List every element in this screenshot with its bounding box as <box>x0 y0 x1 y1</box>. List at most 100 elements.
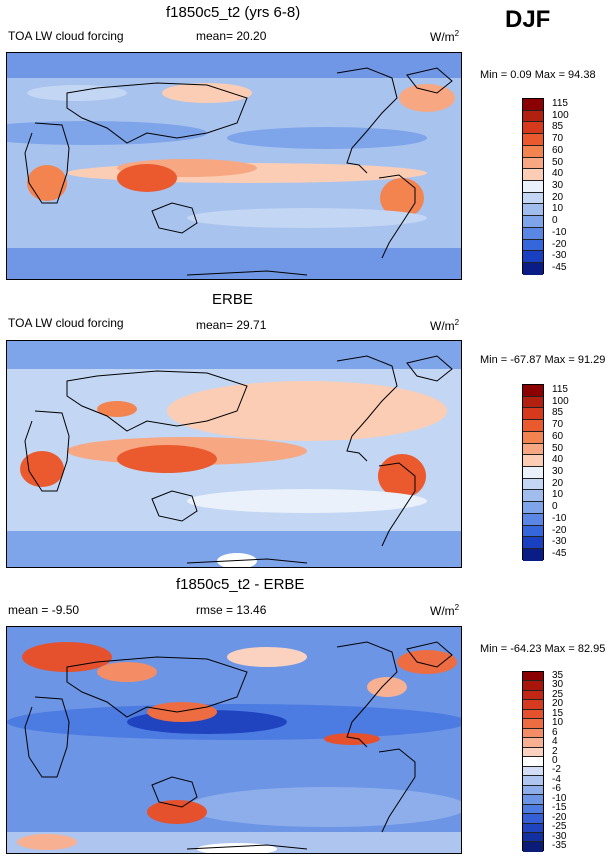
colorbar-tick-label: 0 <box>552 501 558 513</box>
colorbar-segment <box>523 681 543 691</box>
colorbar-segment <box>523 134 543 146</box>
colorbar-segment <box>523 823 543 833</box>
colorbar-segment <box>523 776 543 786</box>
colorbar-tick-label: 100 <box>552 109 569 121</box>
colorbar-tick-label: 25 <box>552 688 564 700</box>
colorbar-tick-label: 60 <box>552 430 564 442</box>
panel-2-minmax: Min = -67.87 Max = 91.29 <box>480 354 606 366</box>
panel-3-left-label: mean = -9.50 <box>8 603 80 617</box>
colorbar-segment <box>523 700 543 710</box>
colorbar-segment <box>523 181 543 193</box>
season-label: DJF <box>505 6 551 33</box>
colorbar-segment <box>523 263 543 275</box>
panel-2-units: W/m2 <box>430 318 460 333</box>
colorbar-tick-label: 85 <box>552 121 564 133</box>
colorbar-tick-label: 10 <box>552 489 564 501</box>
colorbar-tick-label: -45 <box>552 262 567 274</box>
panel-3-map <box>6 626 462 854</box>
colorbar-tick-label: 50 <box>552 156 564 168</box>
colorbar-segment <box>523 709 543 720</box>
colorbar-segment <box>523 239 543 252</box>
colorbar-tick-label: -30 <box>552 830 567 842</box>
colorbar-tick-label: 100 <box>552 395 569 407</box>
colorbar-segment <box>523 408 543 421</box>
colorbar-tick-label: 70 <box>552 133 564 145</box>
colorbar-segment <box>523 99 543 111</box>
panel-3-minmax: Min = -64.23 Max = 82.95 <box>480 643 606 655</box>
colorbar-segment <box>523 513 543 526</box>
colorbar-tick-label: -10 <box>552 792 567 804</box>
colorbar-tick-label: -2 <box>552 764 561 776</box>
panel-2-center-label: mean= 29.71 <box>196 318 267 332</box>
colorbar-tick-label: 0 <box>552 215 558 227</box>
colorbar-segment <box>523 502 543 514</box>
colorbar-tick-label: 20 <box>552 477 564 489</box>
colorbar-segment <box>523 747 543 758</box>
colorbar-tick-label: 70 <box>552 419 564 431</box>
colorbar-segment <box>523 537 543 550</box>
colorbar-segment <box>523 169 543 182</box>
panel-1-colorbar <box>522 98 544 275</box>
colorbar-tick-label: 6 <box>552 726 558 738</box>
colorbar-segment <box>523 690 543 701</box>
colorbar-segment <box>523 728 543 739</box>
panel-1-left-label: TOA LW cloud forcing <box>8 29 124 43</box>
colorbar-tick-label: -20 <box>552 238 567 250</box>
colorbar-tick-label: -4 <box>552 773 561 785</box>
colorbar-segment <box>523 832 543 843</box>
colorbar-tick-label: 60 <box>552 144 564 156</box>
colorbar-tick-label: 30 <box>552 466 564 477</box>
colorbar-tick-label: 85 <box>552 407 564 419</box>
colorbar-segment <box>523 842 543 852</box>
colorbar-segment <box>523 192 543 205</box>
colorbar-segment <box>523 766 543 777</box>
colorbar-tick-label: -30 <box>552 536 567 548</box>
colorbar-segment <box>523 814 543 824</box>
colorbar-tick-label: -10 <box>552 512 567 524</box>
colorbar-segment <box>523 719 543 729</box>
colorbar-tick-label: 115 <box>552 383 568 395</box>
colorbar-tick-label: 10 <box>552 717 564 729</box>
colorbar-segment <box>523 525 543 538</box>
colorbar-tick-label: 0 <box>552 755 558 766</box>
colorbar-segment <box>523 216 543 228</box>
colorbar-segment <box>523 672 543 682</box>
colorbar-tick-label: -20 <box>552 524 567 536</box>
colorbar-segment <box>523 396 543 409</box>
colorbar-tick-label: -30 <box>552 250 567 262</box>
colorbar-tick-label: 115 <box>552 97 568 109</box>
panel-3-title: f1850c5_t2 - ERBE <box>176 576 305 593</box>
colorbar-tick-label: 30 <box>552 180 564 191</box>
colorbar-tick-label: 35 <box>552 669 564 681</box>
panel-3-colorbar <box>522 671 544 852</box>
colorbar-tick-label: 10 <box>552 203 564 215</box>
panel-1-units: W/m2 <box>430 29 460 44</box>
colorbar-tick-label: 30 <box>552 679 564 691</box>
colorbar-tick-label: -15 <box>552 802 567 814</box>
panel-2-left-label: TOA LW cloud forcing <box>8 316 124 330</box>
colorbar-tick-label: 20 <box>552 698 564 710</box>
colorbar-tick-label: 40 <box>552 454 564 466</box>
colorbar-segment <box>523 785 543 796</box>
colorbar-tick-label: -45 <box>552 548 567 560</box>
panel-1-minmax: Min = 0.09 Max = 94.38 <box>480 69 596 81</box>
colorbar-segment <box>523 738 543 748</box>
colorbar-segment <box>523 157 543 170</box>
colorbar-segment <box>523 490 543 503</box>
colorbar-segment <box>523 467 543 479</box>
colorbar-tick-label: 50 <box>552 442 564 454</box>
panel-3-units: W/m2 <box>430 603 460 618</box>
colorbar-segment <box>523 420 543 432</box>
panel-1-center-label: mean= 20.20 <box>196 29 267 43</box>
colorbar-tick-label: -6 <box>552 783 561 795</box>
colorbar-segment <box>523 385 543 397</box>
colorbar-tick-label: -25 <box>552 821 567 833</box>
panel-1-map <box>6 52 462 280</box>
colorbar-segment <box>523 227 543 240</box>
colorbar-segment <box>523 204 543 217</box>
colorbar-segment <box>523 757 543 767</box>
colorbar-tick-label: -10 <box>552 226 567 238</box>
colorbar-segment <box>523 795 543 805</box>
colorbar-tick-label: -20 <box>552 811 567 823</box>
colorbar-tick-label: 15 <box>552 707 564 719</box>
